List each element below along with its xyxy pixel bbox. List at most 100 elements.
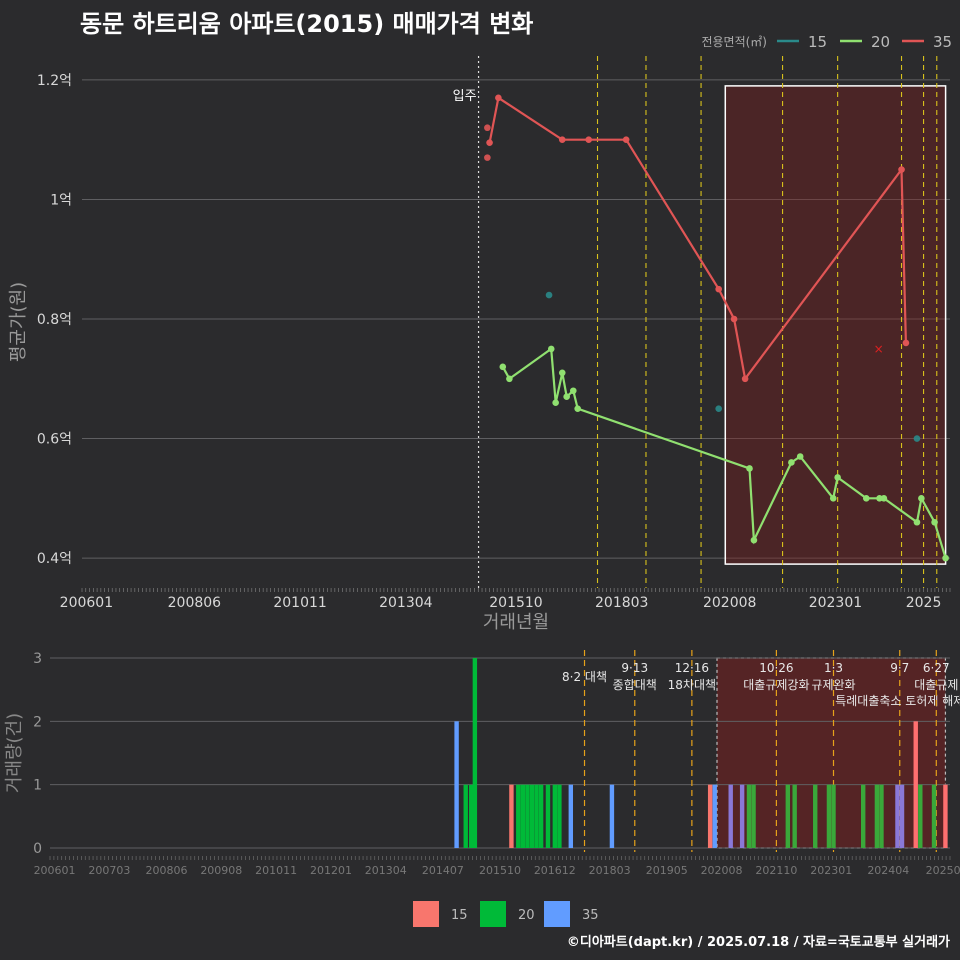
volume-bar-20 (472, 658, 478, 848)
volume-legend-key-35 (544, 901, 570, 927)
volume-y-tick-label: 0 (33, 841, 42, 857)
policy-label: 특례대출축소 토허제 해제 (835, 694, 960, 708)
volume-x-tick-label: 201803 (589, 864, 631, 877)
data-point-35 (622, 136, 630, 143)
y-axis-title: 평균가(원) (8, 282, 29, 362)
y-tick-label: 0.6억 (37, 432, 72, 448)
volume-bar-35 (728, 784, 733, 848)
data-point-20 (918, 495, 925, 502)
legend-label-20: 20 (871, 33, 890, 51)
volume-x-tick-label: 202008 (701, 864, 743, 877)
x-marker: × (874, 342, 884, 356)
volume-bar-35 (454, 721, 459, 848)
volume-x-tick-label: 201304 (365, 864, 407, 877)
policy-label: 12·16 (675, 661, 709, 675)
volume-bar-35 (712, 784, 717, 848)
volume-bar-20 (879, 784, 884, 848)
volume-x-tick-label: 202110 (755, 864, 797, 877)
data-point-35 (902, 339, 910, 347)
legend-title: 전용면적(㎡) (701, 35, 767, 49)
y-tick-label: 1억 (50, 192, 72, 208)
x-tick-label: 200806 (168, 595, 222, 611)
x-tick-label: 2025 (906, 595, 942, 611)
volume-bar-20 (831, 784, 836, 848)
volume-x-tick-label: 201905 (646, 864, 688, 877)
credit-text: ©디아파트(dapt.kr) / 2025.07.18 / 자료=국토교통부 실… (566, 935, 950, 950)
volume-bar-20 (860, 784, 866, 848)
volume-bar-20 (557, 784, 562, 848)
data-point-20 (574, 405, 581, 412)
data-point-35 (495, 94, 502, 102)
volume-bar-20 (874, 784, 880, 848)
volume-bar-35 (895, 784, 900, 848)
y-tick-label: 0.8억 (37, 312, 72, 328)
x-axis-title: 거래년월 (483, 612, 549, 633)
data-point-35 (484, 154, 491, 161)
policy-label: 대출규제강화 (743, 678, 809, 692)
policy-label: 18차대책 (668, 677, 716, 692)
volume-y-tick-label: 1 (33, 778, 42, 794)
x-tick-label: 202301 (809, 595, 862, 611)
data-point-20 (862, 495, 870, 502)
data-point-15 (545, 291, 553, 299)
volume-x-tick-label: 200908 (200, 864, 242, 877)
volume-x-tick-label: 200601 (34, 864, 76, 877)
data-point-20 (746, 465, 753, 472)
volume-y-axis-title: 거래량(건) (4, 713, 25, 793)
policy-label: 1·3 (824, 661, 843, 675)
volume-bar-15 (707, 784, 713, 848)
volume-legend-label-35: 35 (582, 908, 599, 923)
volume-bar-35 (609, 784, 615, 848)
move-in-label: 입주 (453, 89, 477, 104)
data-point-35 (741, 375, 749, 383)
data-point-15 (913, 435, 921, 442)
data-point-20 (547, 345, 555, 353)
volume-x-tick-label: 20250 (926, 864, 960, 877)
volume-x-tick-label: 200806 (145, 864, 187, 877)
volume-bar-20 (826, 784, 832, 848)
policy-label: 규제완화 (811, 678, 855, 692)
volume-legend-key-15 (413, 901, 439, 927)
data-point-20 (563, 393, 570, 401)
data-point-35 (585, 136, 593, 143)
volume-bar-20 (552, 784, 558, 848)
data-point-20 (796, 453, 804, 460)
volume-x-tick-label: 200703 (88, 864, 130, 877)
x-tick-label: 201803 (595, 595, 648, 611)
volume-bar-15 (943, 784, 948, 848)
volume-y-tick-label: 3 (33, 651, 42, 667)
policy-label: 9·7 (890, 661, 909, 675)
volume-bar-15 (509, 784, 514, 848)
volume-bar-20 (525, 784, 530, 848)
volume-bar-20 (520, 784, 526, 848)
data-point-35 (715, 285, 722, 293)
volume-bar-20 (746, 784, 752, 848)
legend-label-35: 35 (933, 33, 952, 51)
volume-bar-35 (568, 784, 574, 848)
data-point-20 (499, 363, 507, 371)
data-point-20 (558, 369, 566, 377)
volume-x-tick-label: 201407 (422, 864, 464, 877)
volume-bar-20 (545, 784, 551, 848)
data-point-20 (931, 518, 938, 526)
policy-label: 10·26 (759, 661, 793, 675)
x-tick-label: 202008 (703, 595, 756, 611)
policy-label: 9·13 (621, 661, 648, 675)
volume-bar-20 (516, 784, 521, 848)
data-point-20 (569, 387, 577, 395)
data-point-35 (730, 315, 738, 323)
volume-bar-20 (813, 784, 818, 848)
y-tick-label: 0.4억 (37, 551, 72, 567)
legend-label-15: 15 (808, 33, 827, 51)
x-tick-label: 201510 (489, 595, 542, 611)
volume-x-tick-label: 201011 (255, 864, 297, 877)
x-tick-label: 200601 (60, 595, 113, 611)
policy-label: 8·2 대책 (562, 669, 607, 684)
volume-bar-20 (785, 784, 791, 848)
volume-bar-15 (913, 721, 918, 848)
data-point-20 (788, 459, 795, 466)
volume-bar-35 (899, 784, 905, 848)
volume-bar-20 (931, 784, 937, 848)
volume-bar-20 (538, 784, 544, 848)
